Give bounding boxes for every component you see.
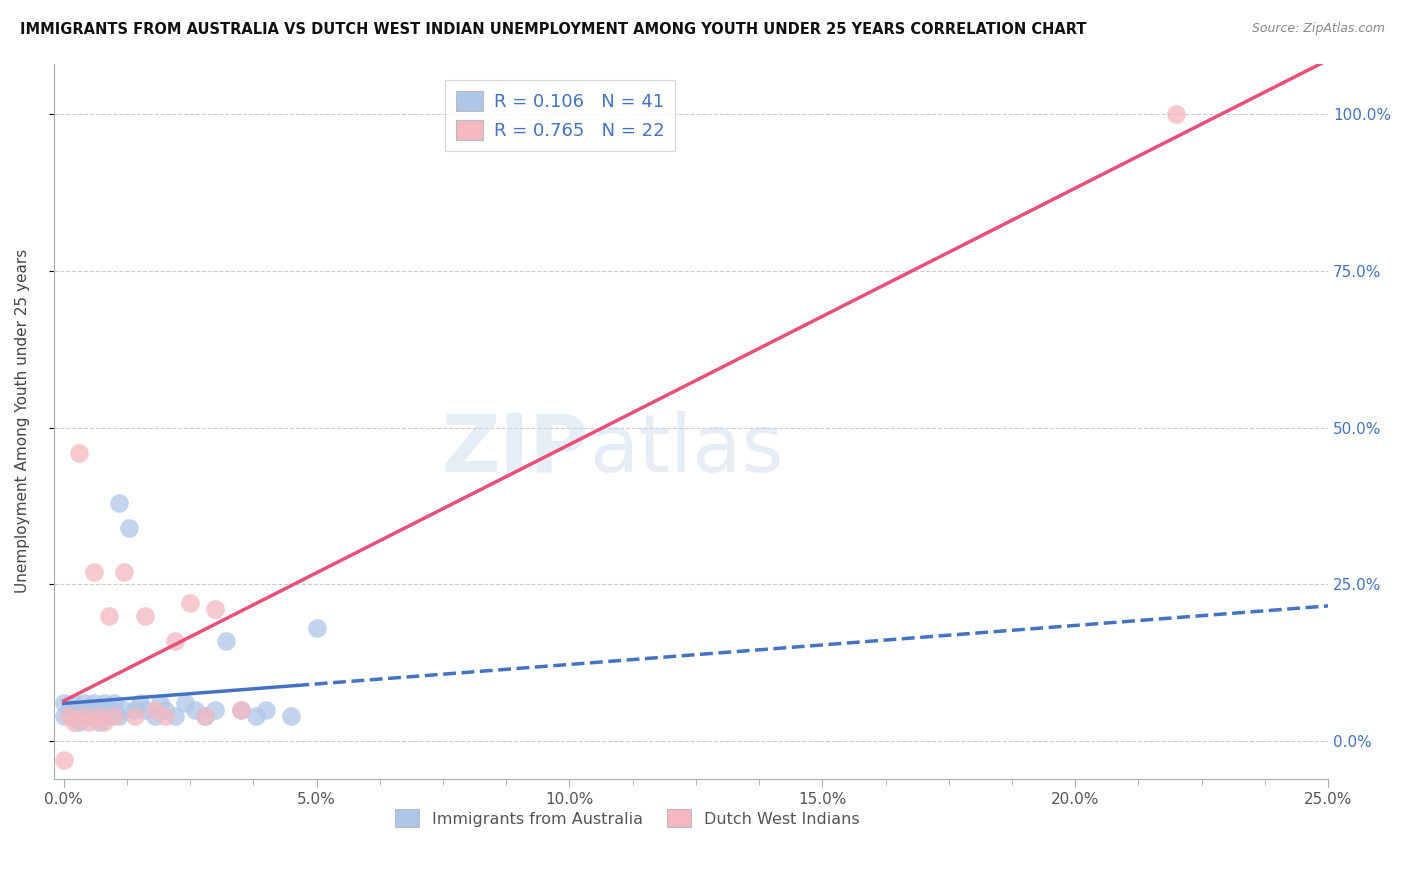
Point	[67, 703, 90, 717]
Point	[63, 709, 86, 723]
Point	[63, 715, 86, 730]
Point	[89, 709, 111, 723]
Point	[112, 703, 135, 717]
Point	[124, 709, 146, 723]
Point	[103, 697, 125, 711]
Point	[103, 709, 125, 723]
Point	[58, 703, 80, 717]
Point	[98, 608, 121, 623]
Text: atlas: atlas	[589, 411, 783, 489]
Point	[184, 703, 207, 717]
Point	[52, 697, 75, 711]
Point	[73, 697, 96, 711]
Point	[58, 709, 80, 723]
Point	[214, 633, 236, 648]
Point	[63, 697, 86, 711]
Point	[73, 709, 96, 723]
Point	[83, 565, 105, 579]
Point	[143, 709, 166, 723]
Point	[143, 703, 166, 717]
Point	[118, 521, 141, 535]
Point	[83, 697, 105, 711]
Point	[108, 496, 131, 510]
Point	[229, 703, 252, 717]
Point	[124, 703, 146, 717]
Point	[305, 621, 328, 635]
Point	[77, 703, 100, 717]
Point	[245, 709, 267, 723]
Point	[204, 602, 226, 616]
Point	[93, 703, 115, 717]
Point	[1166, 107, 1188, 121]
Point	[89, 703, 111, 717]
Text: Source: ZipAtlas.com: Source: ZipAtlas.com	[1251, 22, 1385, 36]
Point	[93, 697, 115, 711]
Point	[73, 709, 96, 723]
Point	[128, 697, 150, 711]
Point	[174, 697, 197, 711]
Point	[134, 608, 156, 623]
Y-axis label: Unemployment Among Youth under 25 years: Unemployment Among Youth under 25 years	[15, 249, 30, 593]
Point	[52, 709, 75, 723]
Point	[98, 709, 121, 723]
Point	[229, 703, 252, 717]
Point	[89, 715, 111, 730]
Point	[83, 709, 105, 723]
Point	[280, 709, 302, 723]
Point	[77, 709, 100, 723]
Point	[163, 633, 186, 648]
Point	[149, 697, 172, 711]
Point	[153, 709, 176, 723]
Point	[204, 703, 226, 717]
Point	[254, 703, 277, 717]
Point	[67, 445, 90, 459]
Point	[153, 703, 176, 717]
Point	[103, 703, 125, 717]
Point	[134, 703, 156, 717]
Legend: Immigrants from Australia, Dutch West Indians: Immigrants from Australia, Dutch West In…	[387, 802, 868, 835]
Point	[52, 753, 75, 767]
Point	[179, 596, 201, 610]
Point	[108, 709, 131, 723]
Text: IMMIGRANTS FROM AUSTRALIA VS DUTCH WEST INDIAN UNEMPLOYMENT AMONG YOUTH UNDER 25: IMMIGRANTS FROM AUSTRALIA VS DUTCH WEST …	[20, 22, 1087, 37]
Text: ZIP: ZIP	[441, 411, 589, 489]
Point	[194, 709, 217, 723]
Point	[93, 715, 115, 730]
Point	[163, 709, 186, 723]
Point	[67, 715, 90, 730]
Point	[194, 709, 217, 723]
Point	[77, 715, 100, 730]
Point	[112, 565, 135, 579]
